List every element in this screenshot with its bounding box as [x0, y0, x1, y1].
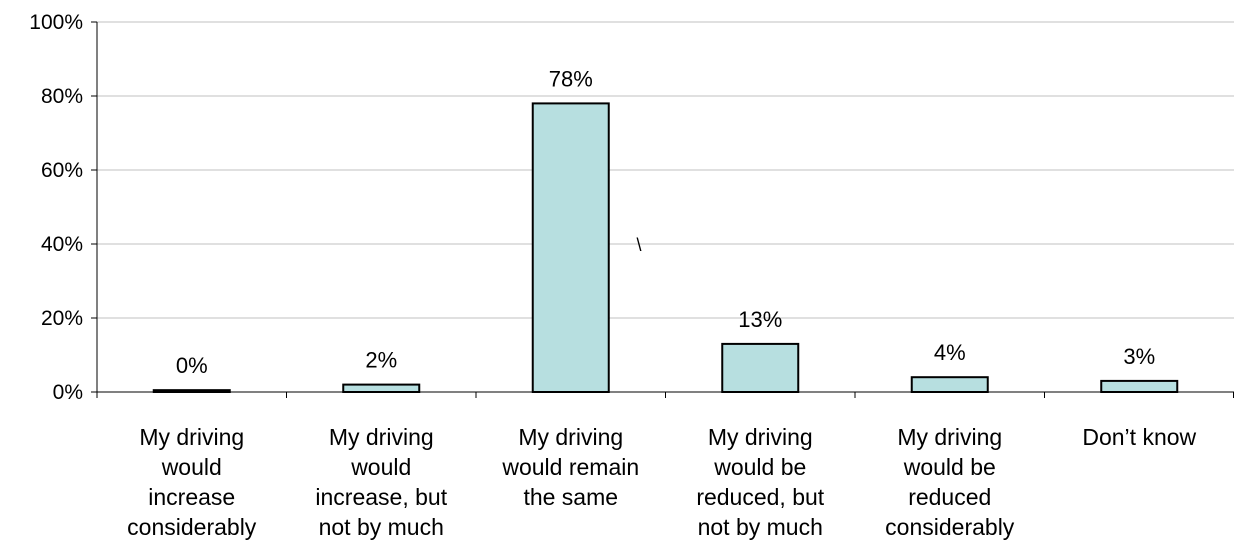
bar: [721, 342, 800, 393]
axes: [91, 21, 1234, 398]
y-tick-label: 40%: [41, 233, 83, 256]
data-label: 13%: [738, 307, 782, 332]
labels: 0% 20% 40% 60% 80% 100% 0% My driving would incre…: [29, 11, 1196, 540]
x-category-label: My driving would increase, but not by much: [315, 424, 447, 540]
y-tick-label: 60%: [41, 159, 83, 182]
x-category-label: My driving would be reduced, but not by muc…: [696, 424, 824, 540]
x-category-label: My driving would remain the same: [501, 424, 639, 510]
y-tick-label: 100%: [29, 11, 83, 34]
data-label: 4%: [934, 340, 966, 365]
x-category-label: My driving would increase considerably: [127, 424, 257, 540]
data-label: 0%: [176, 353, 208, 378]
bar: [1100, 379, 1179, 393]
x-category-label: My driving would be reduced considerably: [885, 424, 1015, 540]
y-tick-label: 0%: [53, 381, 83, 404]
y-tick-label: 80%: [41, 85, 83, 108]
bar: [531, 102, 610, 394]
data-label: 3%: [1123, 344, 1155, 369]
bar: [910, 376, 989, 394]
bars: [152, 102, 1179, 394]
bar: [342, 383, 421, 394]
gridlines: [97, 21, 1234, 319]
x-category-label: Don’t know: [1082, 424, 1196, 450]
data-label: 78%: [549, 66, 593, 91]
y-tick-label: 20%: [41, 307, 83, 330]
bar: [152, 389, 231, 393]
annotation-mark: \: [636, 235, 641, 255]
data-label: 2%: [365, 348, 397, 373]
